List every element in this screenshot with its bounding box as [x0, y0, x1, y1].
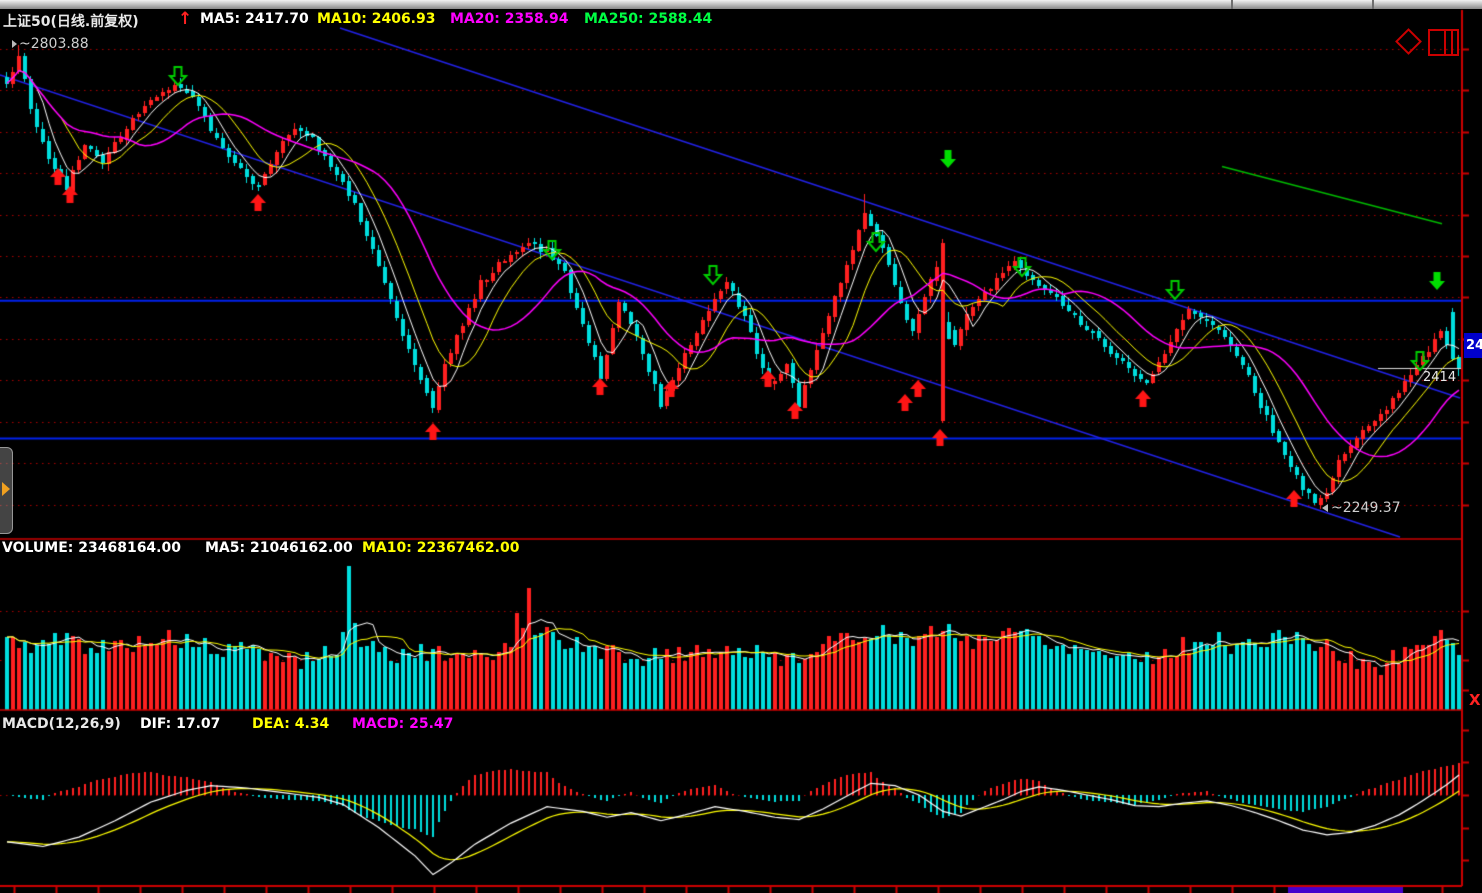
flag-icon	[12, 40, 17, 48]
macd-value-readout: MACD: 25.47	[352, 716, 454, 732]
window-grid-divider	[1444, 31, 1446, 54]
chart-title: 上证50(日线.前复权)	[3, 14, 139, 30]
volume-ma10-readout: MA10: 22367462.00	[362, 540, 520, 556]
volume-ma5-readout: MA5: 21046162.00	[205, 540, 353, 556]
ma10-readout: MA10: 2406.93	[317, 11, 436, 27]
titlebar[interactable]	[0, 0, 1482, 9]
window-grid-icon[interactable]	[1428, 29, 1459, 56]
price-axis-badge: 24	[1464, 333, 1482, 358]
macd-name-readout: MACD(12,26,9)	[2, 716, 121, 732]
ma20-readout: MA20: 2358.94	[450, 11, 569, 27]
up-arrow-icon: ↑	[178, 9, 193, 29]
low-price-label: ~2249.37	[1322, 500, 1401, 516]
ma250-readout: MA250: 2588.44	[584, 11, 713, 27]
window-grid-divider	[1451, 31, 1453, 54]
dif-readout: DIF: 17.07	[140, 716, 221, 732]
titlebar-notch	[1372, 0, 1374, 9]
pointer-left-icon	[1322, 504, 1328, 512]
close-x-icon[interactable]: X	[1469, 691, 1481, 709]
high-price-label: ~2803.88	[12, 36, 89, 52]
ma5-readout: MA5: 2417.70	[200, 11, 309, 27]
last-price-label: 2414	[1423, 370, 1457, 385]
dea-readout: DEA: 4.34	[252, 716, 330, 732]
titlebar-notch	[1231, 0, 1233, 9]
expander-arrow-icon	[2, 482, 10, 496]
volume-readout: VOLUME: 23468164.00	[2, 540, 181, 556]
panel-expander-handle[interactable]	[0, 447, 13, 534]
